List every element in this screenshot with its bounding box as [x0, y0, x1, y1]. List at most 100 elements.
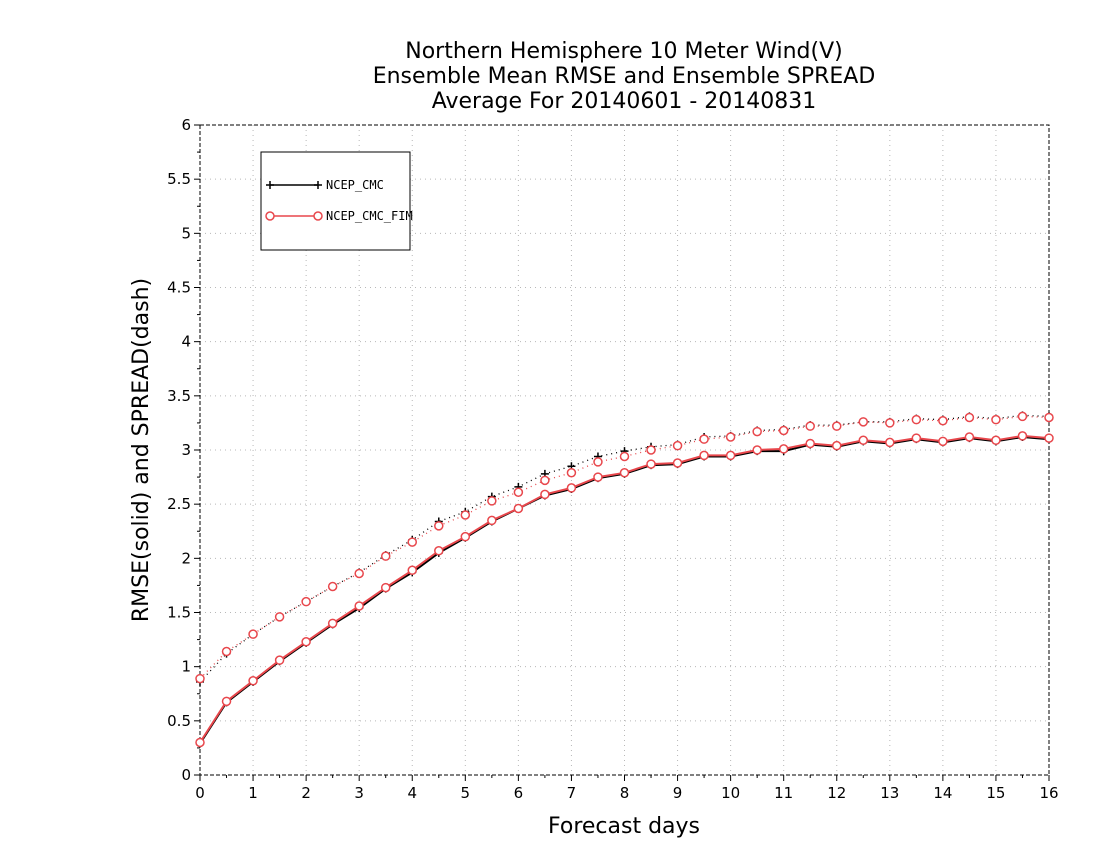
series-line-ncep-cmc-fim-rmse: [199, 434, 1050, 744]
data-point-ncep-cmc-fim-spread: [513, 487, 524, 497]
legend-marker-ncep-cmc-plus-icon: [266, 181, 322, 189]
data-point-ncep-cmc-fim-rmse: [221, 696, 232, 707]
data-point-ncep-cmc-fim-spread: [566, 468, 577, 478]
y-tick-label: 6: [181, 116, 191, 134]
data-point-ncep-cmc-fim-spread: [1044, 412, 1054, 423]
data-point-ncep-cmc-fim-spread: [195, 673, 205, 684]
series-layer: [195, 411, 1054, 748]
series-line-ncep-cmc-fim-spread: [199, 415, 1050, 680]
data-point-ncep-cmc-fim-rmse: [301, 637, 311, 647]
data-point-ncep-cmc-fim-rmse: [991, 435, 1001, 445]
data-point-ncep-cmc-fim-rmse: [327, 618, 338, 629]
y-axis-label: RMSE(solid) and SPREAD(dash): [129, 278, 154, 622]
data-point-ncep-cmc-fim-spread: [274, 612, 285, 622]
y-axis-ticks: 0 0.5 1 1.5 2 2.5 3 3.5 4 4.5 5 5.5 6: [167, 116, 200, 784]
x-tick-label: 1: [248, 784, 258, 802]
data-point-ncep-cmc-fim-spread: [858, 417, 869, 427]
data-point-ncep-cmc-fim-rmse: [964, 432, 975, 442]
data-point-ncep-cmc-fim-rmse: [407, 565, 417, 575]
y-tick-label: 5: [181, 224, 191, 242]
data-point-ncep-cmc-fim-spread: [248, 629, 258, 639]
data-point-ncep-cmc-fim-rmse: [274, 655, 285, 665]
data-point-ncep-cmc-fim-rmse: [699, 450, 709, 461]
x-tick-label: 8: [620, 784, 630, 802]
data-point-ncep-cmc-fim-spread: [434, 521, 444, 531]
data-point-ncep-cmc-fim-spread: [487, 496, 497, 506]
data-point-ncep-cmc-fim-spread: [885, 418, 895, 428]
x-tick-label: 0: [195, 784, 205, 802]
data-point-ncep-cmc-fim-rmse: [434, 546, 444, 556]
data-point-ncep-cmc-fim-rmse: [805, 438, 815, 449]
y-tick-label: 2.5: [167, 495, 191, 513]
data-point-ncep-cmc-fim-rmse: [593, 472, 603, 482]
data-point-ncep-cmc-fim-rmse: [725, 450, 736, 461]
data-point-ncep-cmc-fim-rmse: [619, 468, 630, 478]
data-point-ncep-cmc-fim-rmse: [911, 433, 922, 443]
data-point-ncep-cmc-fim-spread: [380, 551, 391, 561]
x-tick-label: 14: [933, 784, 952, 802]
y-tick-label: 0: [181, 766, 191, 784]
data-point-ncep-cmc-fim-rmse: [354, 601, 364, 611]
y-tick-label: 3.5: [167, 387, 191, 405]
x-tick-label: 12: [827, 784, 846, 802]
data-point-ncep-cmc-fim-spread: [619, 451, 630, 462]
data-point-ncep-cmc-fim-spread: [991, 414, 1001, 425]
x-tick-label: 3: [354, 784, 364, 802]
data-point-ncep-cmc-fim-rmse: [248, 676, 258, 686]
data-point-ncep-cmc-fim-rmse: [195, 737, 205, 748]
data-point-ncep-cmc-fim-spread: [407, 537, 417, 547]
data-point-ncep-cmc-fim-rmse: [540, 489, 550, 500]
data-point-ncep-cmc-fim-spread: [725, 432, 736, 442]
data-point-ncep-cmc-fim-spread: [460, 510, 471, 520]
x-tick-label: 7: [567, 784, 577, 802]
x-tick-label: 10: [721, 784, 740, 802]
legend: NCEP_CMC NCEP_CMC_FIM: [260, 151, 413, 251]
data-point-ncep-cmc-fim-spread: [778, 425, 789, 436]
data-point-ncep-cmc-fim-rmse: [460, 531, 471, 542]
y-tick-label: 2: [181, 549, 191, 567]
data-point-ncep-cmc-fim-spread: [911, 414, 922, 425]
y-tick-label: 1.5: [167, 604, 191, 622]
data-point-ncep-cmc-fim-rmse: [646, 459, 656, 469]
data-point-ncep-cmc-fim-rmse: [832, 440, 842, 451]
data-point-ncep-cmc-fim-spread: [938, 416, 948, 426]
x-tick-label: 16: [1039, 784, 1058, 802]
data-point-ncep-cmc-fim-spread: [752, 426, 762, 437]
x-tick-label: 5: [461, 784, 471, 802]
data-point-ncep-cmc-fim-spread: [327, 581, 338, 592]
x-axis-ticks: 0 1 2 3 4 5 6 7 8 9 10 11 12 13 14 15 16: [195, 775, 1059, 802]
legend-marker-ncep-cmc-fim-circle-icon: [313, 211, 323, 221]
data-point-ncep-cmc-fim-rmse: [858, 435, 869, 445]
data-point-ncep-cmc-fim-rmse: [778, 444, 789, 454]
legend-marker-ncep-cmc-fim-circle-icon: [265, 211, 275, 221]
data-point-ncep-cmc-fim-spread: [832, 421, 842, 431]
y-tick-label: 1: [181, 658, 191, 676]
data-point-ncep-cmc-fim-rmse: [380, 582, 391, 593]
chart-title-line-2: Ensemble Mean RMSE and Ensemble SPREAD: [373, 64, 876, 89]
data-point-ncep-cmc-fim-rmse: [566, 483, 577, 493]
data-point-ncep-cmc-fim-rmse: [885, 437, 895, 448]
chart-title-line-1: Northern Hemisphere 10 Meter Wind(V): [405, 39, 843, 64]
x-axis-label: Forecast days: [548, 814, 700, 839]
x-tick-label: 11: [774, 784, 793, 802]
legend-label-ncep-cmc-fim: NCEP_CMC_FIM: [326, 209, 413, 223]
chart-title-line-3: Average For 20140601 - 20140831: [432, 89, 817, 114]
data-point-ncep-cmc-fim-rmse: [1017, 431, 1028, 441]
x-tick-label: 9: [673, 784, 683, 802]
data-point-ncep-cmc-fim-spread: [593, 457, 603, 467]
data-point-ncep-cmc-fim-spread: [964, 412, 975, 423]
data-point-ncep-cmc-fim-spread: [646, 445, 656, 455]
data-point-ncep-cmc-fim-spread: [221, 646, 232, 657]
legend-label-ncep-cmc: NCEP_CMC: [326, 178, 384, 192]
data-point-ncep-cmc-fim-spread: [805, 421, 815, 431]
y-tick-label: 4: [181, 333, 191, 351]
x-tick-label: 2: [301, 784, 311, 802]
data-point-ncep-cmc-fim-rmse: [938, 436, 948, 447]
y-tick-label: 0.5: [167, 712, 191, 730]
y-tick-label: 4.5: [167, 279, 191, 297]
data-point-ncep-cmc-fim-spread: [354, 568, 364, 579]
x-tick-label: 6: [514, 784, 524, 802]
data-point-ncep-cmc-fim-rmse: [513, 503, 524, 514]
data-point-ncep-cmc-fim-rmse: [752, 445, 762, 455]
